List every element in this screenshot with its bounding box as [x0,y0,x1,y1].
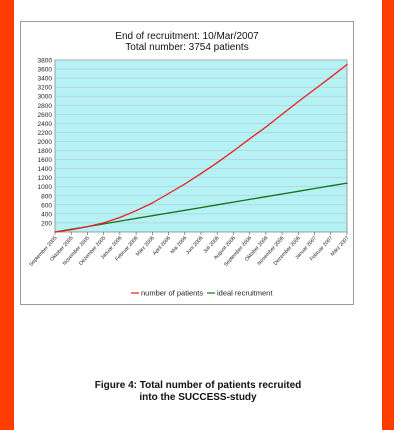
legend-ideal-label: ideal recruitment [217,289,273,298]
y-tick-label: 2400 [38,121,53,128]
ideal-recruitment-line-point [330,185,332,187]
ideal-recruitment-line-point [313,187,316,190]
line-chart: End of recruitment: 10/Mar/2007 Total nu… [28,31,350,298]
patients-line-point [346,63,348,66]
patients-line-point [103,222,105,224]
y-tick-label: 2600 [38,112,53,119]
ideal-recruitment-line-point [119,220,121,222]
patients-line-point [151,202,153,204]
plot-area [54,59,348,233]
ideal-recruitment-line-point [297,190,299,192]
y-tick-label: 3000 [38,94,53,101]
y-tick-label: 3200 [38,85,53,92]
y-tick-label: 3800 [38,58,53,65]
patients-line-point [281,113,283,115]
ideal-recruitment-line-point [249,198,251,201]
patients-line-point [330,76,332,78]
y-tick-label: 200 [41,220,52,227]
x-tick-label: September 2005 [28,235,58,268]
y-tick-label: 1800 [38,148,53,155]
ideal-recruitment-line-point [281,193,283,195]
ideal-recruitment-line-point [346,182,348,184]
ideal-recruitment-line-point [216,204,218,206]
ideal-recruitment-line-point [265,196,267,198]
y-tick-label: 2200 [38,130,53,137]
y-tick-label: 600 [41,202,52,209]
ideal-recruitment-line-point [184,209,186,211]
chart-title: End of recruitment: 10/Mar/2007 [115,31,259,42]
patients-line-point [86,225,89,228]
ideal-recruitment-line-point [135,217,137,220]
y-tick-label: 2800 [38,103,53,110]
chart-subtitle: Total number: 3754 patients [125,42,248,53]
y-tick-label: 1000 [38,184,53,191]
ideal-recruitment-line-point [232,201,235,203]
y-tick-label: 3600 [38,67,53,74]
y-tick-label: 400 [41,211,52,218]
ideal-recruitment-line-point [200,206,202,209]
y-tick-label: 1400 [38,166,53,173]
patients-line-point [297,101,299,103]
patients-line-point [232,150,235,152]
y-tick-label: 1600 [38,157,53,164]
patients-line-point [200,173,202,175]
patients-line-point [313,88,316,91]
legend-patients-label: number of patients [141,289,203,298]
figure-caption-line-1: Figure 4: Total number of patients recru… [94,380,302,391]
patients-line-point [54,231,56,233]
y-tick-label: 1200 [38,175,53,182]
y-tick-label: 2000 [38,139,53,146]
x-tick-label: April 2006 [152,235,172,256]
y-tick-label: 800 [41,193,52,200]
patients-line-point [167,192,170,195]
x-tick-label: Juni 2006 [185,235,205,256]
patients-line-point [119,216,121,219]
patients-line-point [216,162,218,164]
ideal-recruitment-line-point [151,215,153,217]
figure-caption-line-2: into the SUCCESS-study [139,392,257,403]
y-tick-label: 3400 [38,76,53,83]
chart-container: End of recruitment: 10/Mar/2007 Total nu… [20,21,354,305]
patients-line-point [184,183,186,185]
patients-line-point [70,229,72,231]
patients-line-point [135,210,137,212]
ideal-recruitment-line-point [167,212,170,214]
patients-line-point [249,138,251,140]
patients-line-point [265,126,267,128]
